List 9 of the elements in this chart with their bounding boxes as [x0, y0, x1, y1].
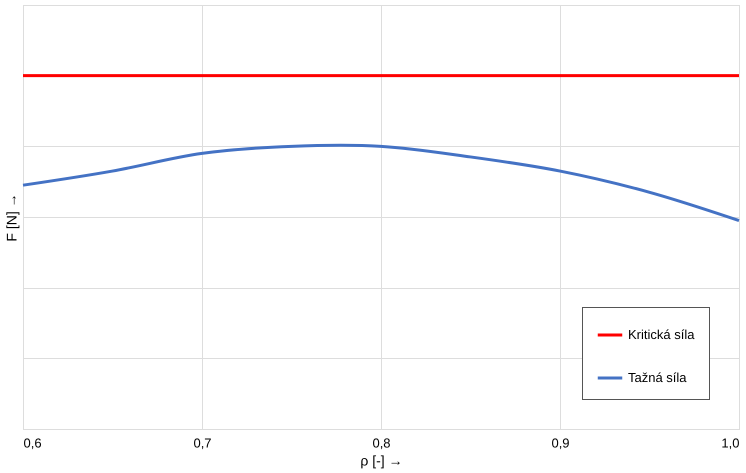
x-tick-label: 1,0	[721, 436, 740, 450]
x-tick-label: 0,9	[551, 436, 570, 450]
legend-label: Tažná síla	[628, 370, 688, 385]
legend-label: Kritická síla	[628, 327, 696, 342]
x-tick-label: 0,7	[193, 436, 212, 450]
x-tick-label: 0,6	[24, 436, 42, 450]
y-axis-title: F [N] →	[4, 193, 20, 242]
x-tick-label: 0,8	[372, 436, 391, 450]
x-axis-title: ρ [-] →	[360, 452, 403, 468]
